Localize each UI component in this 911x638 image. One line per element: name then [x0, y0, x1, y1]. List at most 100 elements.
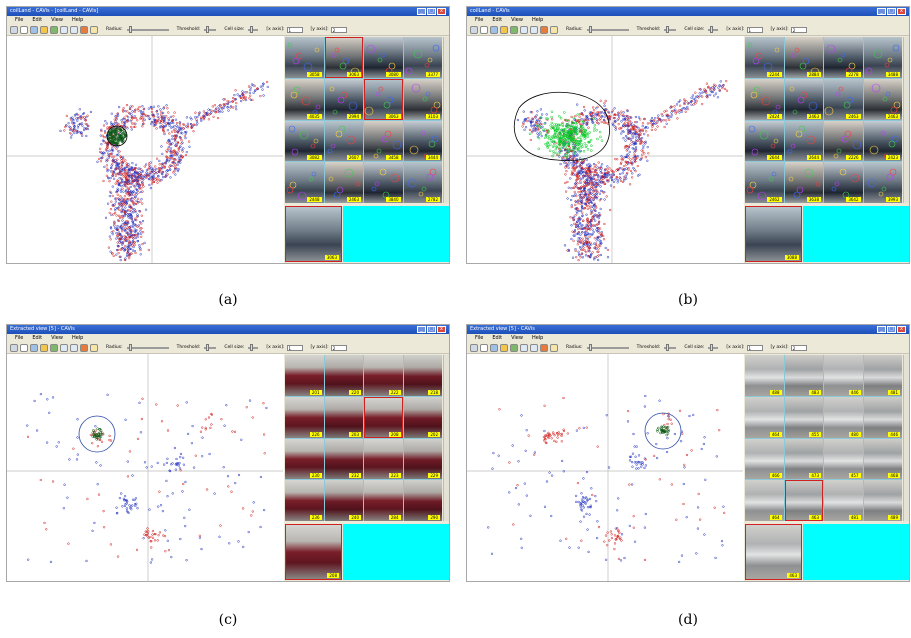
scatter-point[interactable] — [578, 136, 582, 139]
map-icon[interactable] — [50, 343, 58, 352]
scatter-point[interactable] — [119, 139, 123, 142]
scatter-point[interactable] — [153, 539, 157, 542]
scatter-point[interactable] — [156, 115, 159, 118]
scatter-point[interactable] — [112, 133, 115, 136]
scatter-point[interactable] — [176, 130, 179, 134]
scatter-point[interactable] — [574, 121, 577, 125]
scatter-point[interactable] — [658, 117, 662, 121]
scatter-point[interactable] — [119, 188, 122, 191]
scatter-point[interactable] — [107, 152, 110, 155]
scatter-point[interactable] — [122, 203, 125, 206]
scatter-point[interactable] — [128, 226, 131, 229]
scatter-point[interactable] — [567, 163, 570, 167]
scatter-point[interactable] — [114, 142, 117, 145]
scatter-point[interactable] — [576, 141, 580, 144]
thumbnail[interactable]: 480 — [824, 396, 863, 438]
minimize-icon[interactable]: _ — [417, 326, 426, 333]
scatter-point[interactable] — [598, 182, 601, 185]
scatter-point[interactable] — [598, 192, 602, 195]
scatter-point[interactable] — [642, 147, 645, 150]
scatter-point[interactable] — [122, 199, 125, 202]
scatter-point[interactable] — [625, 155, 629, 159]
scatter-point[interactable] — [612, 180, 616, 184]
scatter-point[interactable] — [131, 221, 135, 225]
scatter-point[interactable] — [626, 109, 629, 113]
scatter-point[interactable] — [632, 515, 635, 518]
scatter-point[interactable] — [577, 258, 580, 262]
scatter-point[interactable] — [104, 216, 108, 219]
menu-help[interactable]: Help — [71, 17, 84, 23]
scatter-point[interactable] — [157, 105, 160, 108]
scatter-point[interactable] — [565, 537, 568, 540]
scatter-point[interactable] — [128, 204, 131, 207]
scatter-point[interactable] — [576, 136, 580, 140]
scatter-point[interactable] — [696, 506, 700, 509]
scatter-point[interactable] — [692, 103, 695, 106]
scatter-point[interactable] — [575, 210, 578, 213]
scatter-point[interactable] — [646, 134, 650, 137]
scatter-point[interactable] — [110, 129, 113, 132]
scatter-point[interactable] — [597, 178, 600, 182]
scatter-point[interactable] — [597, 247, 600, 250]
scatter-point[interactable] — [197, 113, 201, 117]
scatter-point[interactable] — [576, 103, 579, 106]
scatter-point[interactable] — [709, 93, 712, 97]
scatter-point[interactable] — [131, 229, 134, 233]
scatter-point[interactable] — [630, 483, 634, 486]
minimize-icon[interactable]: _ — [417, 8, 426, 15]
scatter-point[interactable] — [126, 460, 129, 463]
scatter-point[interactable] — [666, 432, 670, 435]
scatter-point[interactable] — [539, 108, 543, 111]
scatter-point[interactable] — [607, 466, 611, 469]
scatter-point[interactable] — [109, 131, 113, 135]
scatter-point[interactable] — [593, 126, 596, 130]
scatter-point[interactable] — [576, 239, 580, 242]
close-icon[interactable]: x — [897, 326, 906, 333]
scatter-point[interactable] — [594, 164, 597, 167]
scatter-point[interactable] — [115, 137, 118, 140]
scatter-point[interactable] — [592, 186, 595, 190]
menu-help[interactable]: Help — [531, 335, 544, 341]
glasses-icon[interactable] — [20, 343, 28, 352]
scatter-point[interactable] — [168, 469, 171, 472]
scatter-point[interactable] — [571, 256, 575, 259]
scatter-point[interactable] — [545, 480, 549, 483]
pointer-icon[interactable] — [550, 25, 558, 34]
scatter-point[interactable] — [702, 442, 706, 446]
scatter-point[interactable] — [201, 436, 204, 439]
scatter-point[interactable] — [39, 478, 42, 482]
scatter-point[interactable] — [111, 203, 115, 206]
thumbnail[interactable]: 290 — [403, 480, 442, 521]
scatter-point[interactable] — [611, 169, 614, 173]
thumbnail[interactable]: 3488 — [863, 37, 902, 78]
scatter-point[interactable] — [178, 159, 181, 163]
scatter-point[interactable] — [198, 534, 202, 537]
scatter-point[interactable] — [663, 430, 667, 434]
scatter-point[interactable] — [126, 120, 129, 123]
scatter-point[interactable] — [610, 111, 614, 114]
scatter-point[interactable] — [164, 161, 167, 164]
scatter-point[interactable] — [578, 222, 581, 225]
scatter-point[interactable] — [163, 132, 166, 136]
scatter-point[interactable] — [553, 439, 556, 443]
scatter-point[interactable] — [598, 212, 601, 215]
scatter-point[interactable] — [117, 165, 120, 168]
scatter-point[interactable] — [532, 124, 536, 127]
scatter-point[interactable] — [162, 118, 165, 121]
scatter-point[interactable] — [639, 128, 643, 131]
scatter-point[interactable] — [558, 123, 562, 127]
scatter-point[interactable] — [579, 202, 582, 205]
scatter-point[interactable] — [131, 240, 135, 243]
scatter-point[interactable] — [576, 232, 580, 236]
scatter-point[interactable] — [572, 136, 576, 139]
scatter-point[interactable] — [128, 107, 132, 110]
scatter-point[interactable] — [693, 100, 697, 103]
thumbnail[interactable]: 2782 — [403, 162, 442, 203]
scatter-point[interactable] — [626, 420, 630, 423]
scatter-point[interactable] — [105, 122, 108, 125]
scatter-point[interactable] — [103, 141, 106, 144]
zoom-in-icon[interactable] — [60, 25, 68, 34]
scatter-point[interactable] — [627, 153, 630, 156]
scatter-point[interactable] — [699, 94, 702, 97]
scatter-point[interactable] — [644, 142, 647, 145]
